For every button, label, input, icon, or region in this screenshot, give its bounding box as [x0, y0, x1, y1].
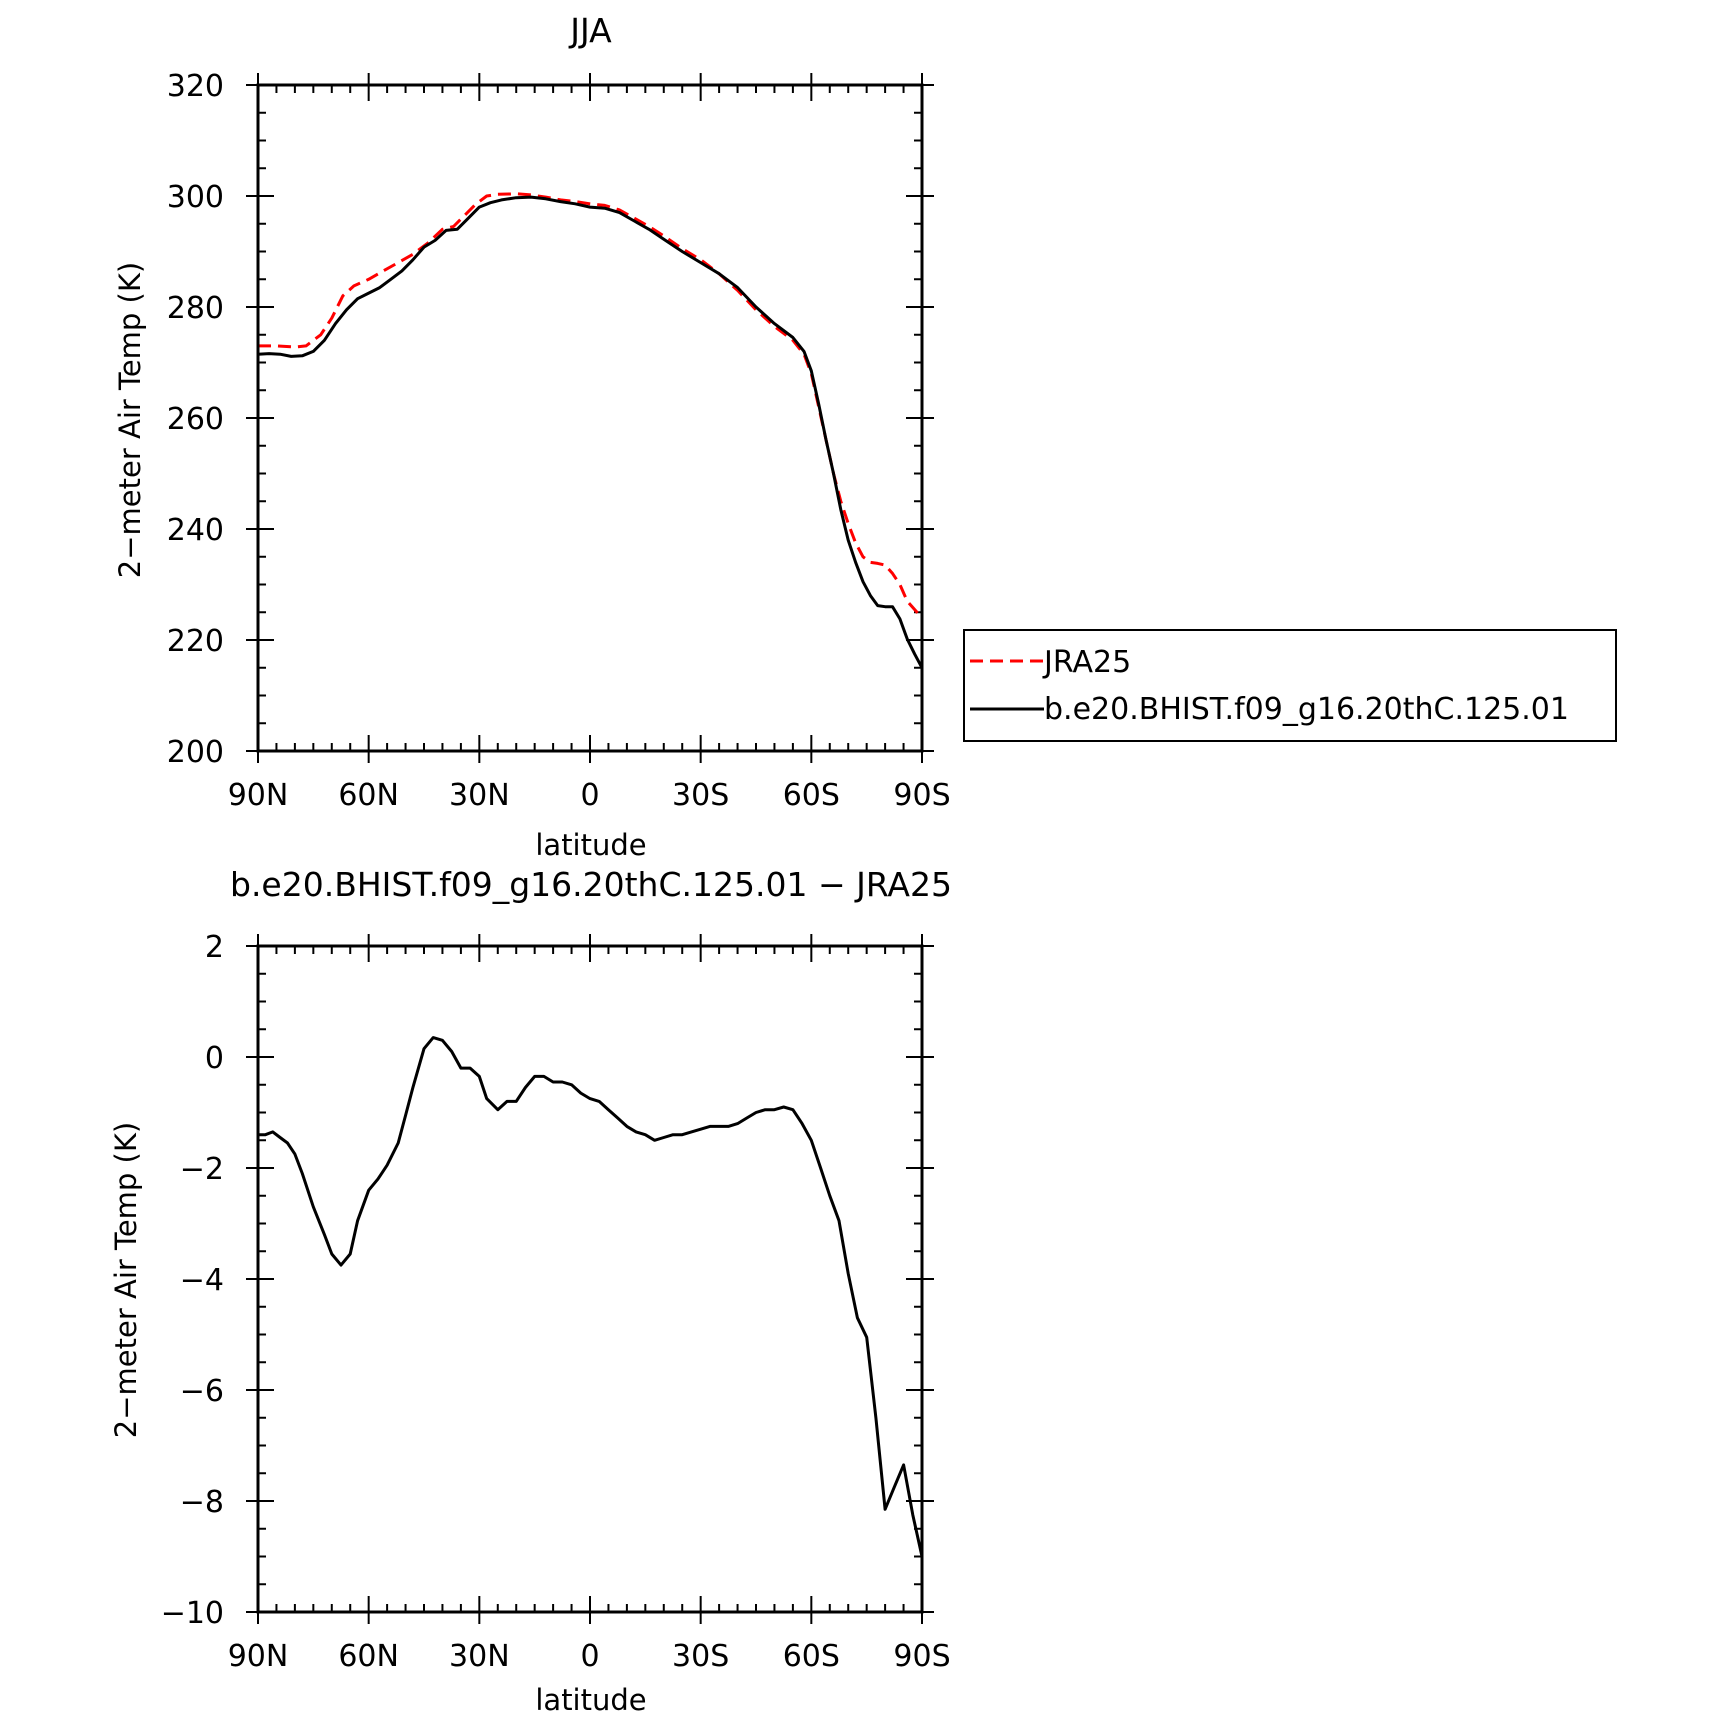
x-tick-label: 60N [338, 1639, 399, 1674]
y-tick-label: 0 [205, 1041, 224, 1076]
legend-box [963, 629, 1617, 742]
y-tick-label: 240 [167, 513, 224, 548]
x-tick-label: 0 [580, 1639, 599, 1674]
bottom-plot-title: b.e20.BHIST.f09_g16.20thC.125.01 − JRA25 [230, 865, 952, 904]
x-tick-label: 30N [449, 778, 510, 813]
series-line-jra25 [258, 192, 924, 619]
x-tick-label: 30N [449, 1639, 510, 1674]
y-tick-label: −6 [180, 1374, 224, 1409]
top-y-tick-labels: 200 220 240 260 280 300 320 [167, 69, 224, 770]
series-line-b-e20-bhist-f09-g16-20thc-125-01 [257, 195, 924, 669]
y-tick-label: 300 [167, 180, 224, 215]
y-tick-label: 280 [167, 291, 224, 326]
y-tick-label: 220 [167, 624, 224, 659]
bottom-y-axis-label: 2−meter Air Temp (K) [109, 1122, 143, 1438]
x-tick-label: 60N [338, 778, 399, 813]
legend-label-model: b.e20.BHIST.f09_g16.20thC.125.01 [1044, 692, 1569, 727]
top-plot-frame [256, 83, 924, 753]
x-tick-label: 90S [893, 1639, 950, 1674]
x-tick-label: 90N [228, 778, 289, 813]
y-tick-label: −2 [180, 1152, 224, 1187]
top-axis-ticks [246, 73, 934, 763]
bottom-x-tick-labels: 90N 60N 30N 0 30S 60S 90S [228, 1639, 951, 1674]
top-panel: JJA 90N 60N 30N 0 30S 60S 90S 200 220 240 260 280 3… [113, 11, 951, 862]
top-x-axis-label: latitude [535, 828, 646, 862]
x-tick-label: 0 [580, 778, 599, 813]
x-tick-label: 60S [783, 1639, 840, 1674]
bottom-panel: b.e20.BHIST.f09_g16.20thC.125.01 − JRA25… [109, 865, 952, 1717]
top-plot-title: JJA [568, 11, 612, 50]
legend: JRA25 b.e20.BHIST.f09_g16.20thC.125.01 [963, 629, 1617, 742]
x-tick-label: 90S [893, 778, 950, 813]
bottom-x-axis-label: latitude [535, 1683, 646, 1712]
y-tick-label: −8 [180, 1485, 224, 1520]
bottom-plot-frame [256, 944, 924, 1614]
y-tick-label: 320 [167, 69, 224, 104]
top-series-group [257, 192, 924, 669]
top-y-axis-label: 2−meter Air Temp (K) [113, 262, 147, 578]
x-tick-label: 60S [783, 778, 840, 813]
top-x-tick-labels: 90N 60N 30N 0 30S 60S 90S [228, 778, 951, 813]
y-tick-label: 260 [167, 402, 224, 437]
bottom-axis-ticks [246, 934, 934, 1624]
x-tick-label: 90N [228, 1639, 289, 1674]
series-line-difference [258, 1036, 924, 1557]
bottom-y-tick-labels: 2 0 −2 −4 −6 −8 −10 [161, 930, 224, 1631]
y-tick-label: −4 [180, 1263, 224, 1298]
x-tick-label: 30S [672, 1639, 729, 1674]
legend-label-jra25: JRA25 [1042, 645, 1131, 680]
y-tick-label: 2 [205, 930, 224, 965]
y-tick-label: 200 [167, 735, 224, 770]
x-tick-label: 30S [672, 778, 729, 813]
y-tick-label: −10 [161, 1596, 224, 1631]
bottom-series-group [258, 1036, 924, 1557]
